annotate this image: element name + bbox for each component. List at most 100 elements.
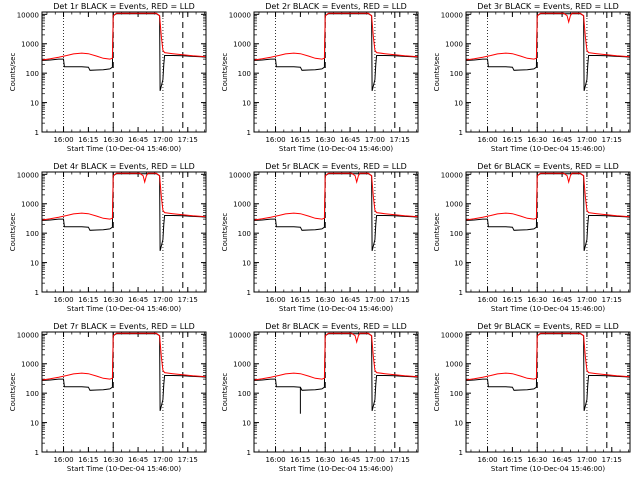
x-axis-label: Start Time (10-Dec-04 15:46:00) bbox=[491, 145, 605, 153]
x-tick-label: 17:00 bbox=[365, 296, 385, 304]
y-tick-label: 1000 bbox=[445, 201, 463, 209]
y-tick-label: 1 bbox=[35, 129, 39, 137]
y-tick-label: 100 bbox=[238, 230, 251, 238]
panel-title: Det 1r BLACK = Events, RED = LLD bbox=[53, 2, 195, 11]
x-tick-label: 16:30 bbox=[527, 296, 547, 304]
x-tick-label: 17:00 bbox=[365, 456, 385, 464]
y-tick-label: 10 bbox=[30, 100, 39, 108]
x-axis-label: Start Time (10-Dec-04 15:46:00) bbox=[279, 465, 393, 473]
y-tick-label: 10000 bbox=[229, 171, 251, 179]
y-tick-label: 10 bbox=[242, 420, 251, 428]
y-tick-label: 10000 bbox=[441, 11, 463, 19]
y-tick-label: 10000 bbox=[441, 331, 463, 339]
series-events-line bbox=[465, 173, 631, 252]
x-tick-label: 16:30 bbox=[103, 456, 123, 464]
y-tick-label: 10 bbox=[30, 420, 39, 428]
x-tick-label: 17:15 bbox=[390, 296, 410, 304]
y-tick-label: 10000 bbox=[17, 11, 39, 19]
y-tick-label: 10 bbox=[242, 100, 251, 108]
y-tick-label: 1 bbox=[459, 449, 463, 457]
y-tick-label: 100 bbox=[450, 230, 463, 238]
x-tick-label: 17:00 bbox=[577, 296, 597, 304]
x-tick-label: 16:45 bbox=[340, 136, 360, 144]
x-tick-label: 16:45 bbox=[128, 296, 148, 304]
y-tick-label: 1000 bbox=[445, 41, 463, 49]
y-axis-label: Counts/sec bbox=[221, 53, 229, 92]
series-events-line bbox=[253, 13, 419, 92]
y-tick-label: 100 bbox=[238, 390, 251, 398]
panel-det-3: Det 3r BLACK = Events, RED = LLD 1 10 100 10… bbox=[433, 2, 631, 153]
series-lld-line bbox=[465, 12, 631, 61]
x-axis-label: Start Time (10-Dec-04 15:46:00) bbox=[67, 465, 181, 473]
x-tick-label: 16:30 bbox=[103, 136, 123, 144]
y-axis-label: Counts/sec bbox=[9, 213, 17, 252]
x-tick-label: 16:15 bbox=[78, 136, 98, 144]
series-lld-line bbox=[465, 172, 631, 221]
series-lld-line bbox=[41, 12, 207, 61]
y-tick-label: 10000 bbox=[229, 331, 251, 339]
y-tick-label: 10 bbox=[242, 260, 251, 268]
x-tick-label: 16:30 bbox=[315, 296, 335, 304]
x-tick-label: 17:15 bbox=[602, 456, 622, 464]
y-tick-label: 100 bbox=[238, 70, 251, 78]
y-tick-label: 1 bbox=[247, 129, 251, 137]
series-lld-line bbox=[41, 332, 207, 381]
x-tick-label: 16:15 bbox=[78, 296, 98, 304]
x-axis-label: Start Time (10-Dec-04 15:46:00) bbox=[279, 145, 393, 153]
x-tick-label: 16:00 bbox=[477, 136, 497, 144]
x-tick-label: 16:45 bbox=[128, 456, 148, 464]
x-tick-label: 17:00 bbox=[153, 136, 173, 144]
panel-title: Det 8r BLACK = Events, RED = LLD bbox=[265, 322, 407, 331]
series-lld-line bbox=[253, 12, 419, 61]
y-axis-label: Counts/sec bbox=[433, 373, 441, 412]
y-tick-label: 1 bbox=[459, 289, 463, 297]
plot-frame bbox=[41, 171, 207, 293]
x-tick-label: 16:30 bbox=[315, 456, 335, 464]
y-tick-label: 1000 bbox=[21, 41, 39, 49]
y-tick-label: 100 bbox=[450, 390, 463, 398]
panel-det-4: Det 4r BLACK = Events, RED = LLD 1 10 100 10… bbox=[9, 162, 207, 313]
x-axis-label: Start Time (10-Dec-04 15:46:00) bbox=[491, 305, 605, 313]
series-events-line bbox=[253, 173, 419, 252]
x-tick-label: 17:15 bbox=[602, 296, 622, 304]
y-tick-label: 10000 bbox=[17, 331, 39, 339]
panel-det-8: Det 8r BLACK = Events, RED = LLD 1 10 100 10… bbox=[221, 322, 419, 473]
x-tick-label: 16:30 bbox=[527, 136, 547, 144]
panel-det-5: Det 5r BLACK = Events, RED = LLD 1 10 100 10… bbox=[221, 162, 419, 313]
series-events-line bbox=[465, 13, 631, 92]
y-axis-label: Counts/sec bbox=[221, 213, 229, 252]
y-tick-label: 10 bbox=[30, 260, 39, 268]
y-tick-label: 10000 bbox=[229, 11, 251, 19]
series-events-line bbox=[41, 333, 207, 412]
x-tick-label: 16:45 bbox=[340, 456, 360, 464]
panel-det-1: Det 1r BLACK = Events, RED = LLD 1 10 100 10… bbox=[9, 2, 207, 153]
x-tick-label: 17:00 bbox=[577, 456, 597, 464]
x-tick-label: 16:45 bbox=[340, 296, 360, 304]
y-tick-label: 10000 bbox=[441, 171, 463, 179]
series-events-line bbox=[41, 13, 207, 92]
series-lld-line bbox=[253, 172, 419, 221]
series-lld-line bbox=[465, 332, 631, 381]
x-tick-label: 17:00 bbox=[153, 456, 173, 464]
panel-det-6: Det 6r BLACK = Events, RED = LLD 1 10 100 10… bbox=[433, 162, 631, 313]
x-tick-label: 16:00 bbox=[265, 456, 285, 464]
y-tick-label: 10000 bbox=[17, 171, 39, 179]
x-tick-label: 17:15 bbox=[178, 136, 198, 144]
x-tick-label: 16:15 bbox=[290, 456, 310, 464]
panel-title: Det 4r BLACK = Events, RED = LLD bbox=[53, 162, 195, 171]
y-tick-label: 1 bbox=[247, 289, 251, 297]
x-tick-label: 16:00 bbox=[53, 136, 73, 144]
x-axis-label: Start Time (10-Dec-04 15:46:00) bbox=[67, 145, 181, 153]
x-tick-label: 17:15 bbox=[178, 296, 198, 304]
x-tick-label: 16:45 bbox=[552, 456, 572, 464]
x-tick-label: 16:45 bbox=[128, 136, 148, 144]
y-tick-label: 1000 bbox=[445, 361, 463, 369]
x-tick-label: 16:45 bbox=[552, 136, 572, 144]
y-tick-label: 1000 bbox=[233, 41, 251, 49]
x-tick-label: 16:15 bbox=[502, 136, 522, 144]
x-tick-label: 16:00 bbox=[53, 456, 73, 464]
y-tick-label: 100 bbox=[26, 230, 39, 238]
x-tick-label: 16:15 bbox=[502, 456, 522, 464]
x-tick-label: 17:15 bbox=[390, 456, 410, 464]
series-lld-line bbox=[41, 172, 207, 221]
